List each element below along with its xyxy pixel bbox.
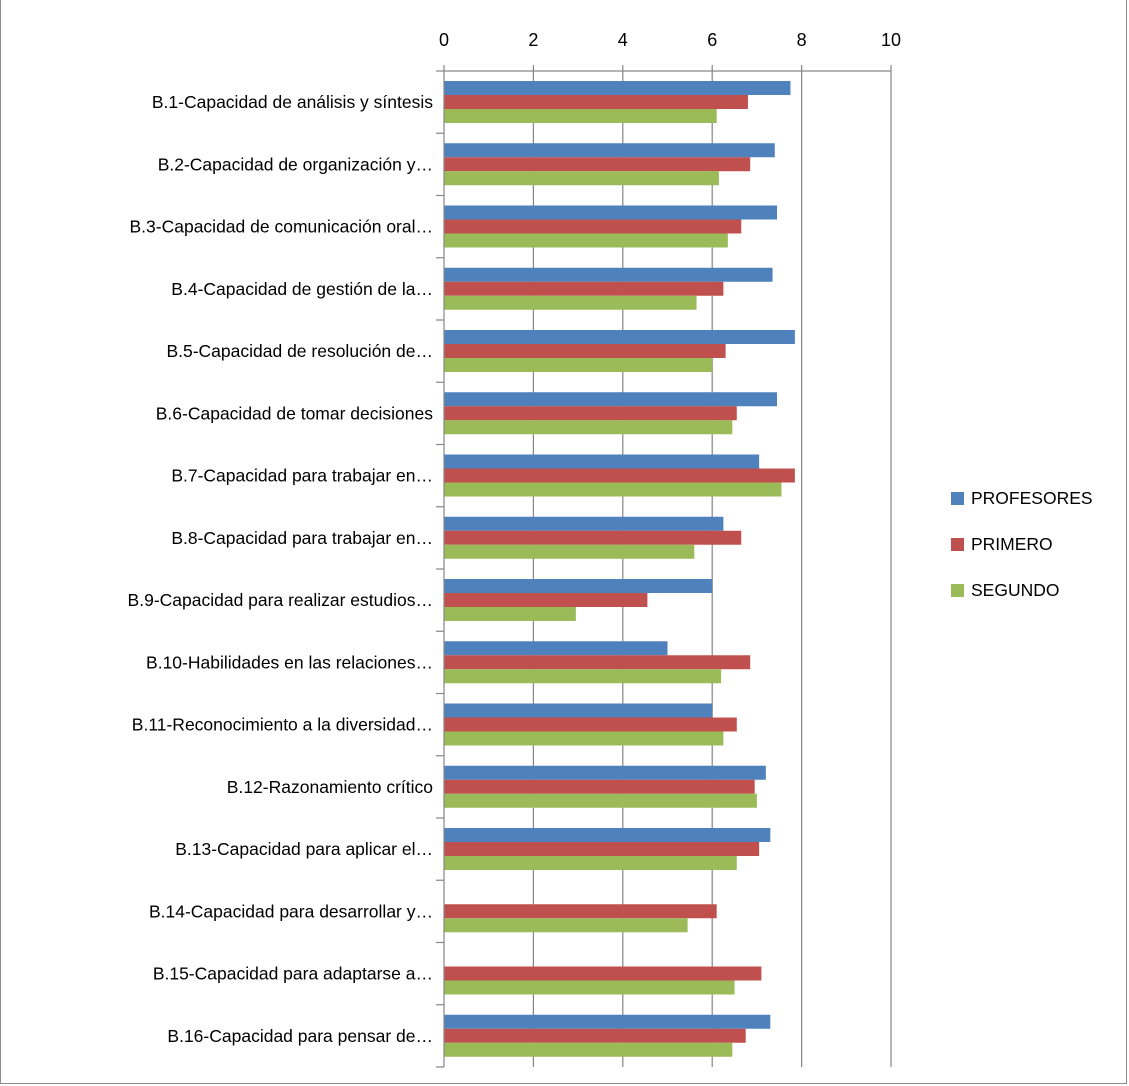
category-label: B.5-Capacidad de resolución de… — [166, 341, 433, 361]
legend-label: PROFESORES — [971, 488, 1093, 508]
bar-primero-10 — [444, 655, 751, 670]
bar-profesores-13 — [444, 828, 771, 842]
bar-profesores-16 — [444, 1014, 771, 1029]
category-label: B.8-Capacidad para trabajar en… — [171, 528, 433, 548]
bar-segundo-13 — [444, 856, 737, 870]
category-label: B.11-Reconocimiento a la diversidad… — [132, 715, 433, 735]
bar-primero-12 — [444, 779, 755, 794]
legend-label: SEGUNDO — [971, 580, 1059, 600]
legend-item: SEGUNDO — [951, 580, 1059, 600]
legend-item: PRIMERO — [951, 534, 1053, 554]
bar-profesores-2 — [444, 143, 775, 158]
x-tick-label: 4 — [618, 30, 628, 50]
bar-segundo-2 — [444, 171, 719, 186]
category-label: B.2-Capacidad de organización y… — [158, 154, 433, 174]
bars — [444, 81, 795, 1057]
category-label: B.6-Capacidad de tomar decisiones — [156, 403, 433, 423]
x-tick-label: 8 — [797, 30, 807, 50]
x-tick-label: 2 — [528, 30, 538, 50]
bar-profesores-8 — [444, 516, 724, 531]
x-tick-label: 6 — [707, 30, 717, 50]
legend-swatch — [951, 538, 964, 551]
bar-profesores-11 — [444, 703, 713, 718]
bar-profesores-9 — [444, 579, 713, 593]
legend-item: PROFESORES — [951, 488, 1093, 508]
bar-primero-11 — [444, 717, 737, 732]
bar-segundo-11 — [444, 731, 724, 746]
bar-primero-1 — [444, 95, 748, 109]
bar-primero-6 — [444, 406, 737, 421]
legend-swatch — [951, 492, 964, 505]
bar-segundo-3 — [444, 233, 728, 248]
bar-profesores-5 — [444, 330, 795, 344]
bar-segundo-10 — [444, 669, 722, 684]
bar-profesores-7 — [444, 454, 760, 469]
x-tick-label: 0 — [439, 30, 449, 50]
bar-segundo-12 — [444, 793, 757, 808]
bar-primero-8 — [444, 530, 742, 545]
bar-segundo-16 — [444, 1042, 733, 1057]
category-label: B.3-Capacidad de comunicación oral… — [130, 217, 434, 237]
bar-profesores-12 — [444, 765, 766, 780]
category-label: B.7-Capacidad para trabajar en… — [171, 466, 433, 486]
bar-segundo-8 — [444, 544, 695, 559]
bar-primero-14 — [444, 904, 717, 919]
x-axis-ticks: 0 2 4 6 8 10 — [439, 30, 901, 50]
bar-primero-16 — [444, 1028, 746, 1043]
bar-segundo-14 — [444, 918, 688, 933]
bar-primero-5 — [444, 344, 726, 358]
axes — [436, 65, 892, 1068]
bar-segundo-9 — [444, 607, 576, 621]
bar-segundo-6 — [444, 420, 733, 435]
category-label: B.10-Habilidades en las relaciones… — [146, 652, 433, 672]
bar-segundo-5 — [444, 358, 713, 372]
bar-profesores-1 — [444, 81, 791, 95]
category-label: B.9-Capacidad para realizar estudios… — [128, 590, 433, 610]
category-label: B.4-Capacidad de gestión de la… — [171, 279, 433, 299]
legend-swatch — [951, 584, 964, 597]
category-label: B.12-Razonamiento crítico — [227, 777, 433, 797]
category-label: B.13-Capacidad para aplicar el… — [175, 839, 433, 859]
legend-label: PRIMERO — [971, 534, 1053, 554]
bar-profesores-10 — [444, 641, 668, 656]
bar-segundo-7 — [444, 482, 782, 497]
bar-primero-7 — [444, 468, 795, 483]
category-label: B.14-Capacidad para desarrollar y… — [149, 901, 433, 921]
category-label: B.16-Capacidad para pensar de… — [167, 1026, 433, 1046]
bar-profesores-4 — [444, 267, 773, 282]
bar-primero-13 — [444, 842, 760, 856]
category-labels: B.1-Capacidad de análisis y síntesis B.2-… — [128, 92, 434, 1046]
bar-primero-4 — [444, 281, 724, 296]
bar-segundo-4 — [444, 295, 697, 310]
category-label: B.15-Capacidad para adaptarse a… — [153, 964, 433, 984]
legend: PROFESORES PRIMERO SEGUNDO — [951, 488, 1093, 600]
bar-segundo-15 — [444, 980, 735, 995]
bar-primero-15 — [444, 966, 762, 981]
bar-segundo-1 — [444, 109, 717, 123]
bar-profesores-3 — [444, 205, 778, 220]
bar-primero-9 — [444, 593, 648, 607]
category-label: B.1-Capacidad de análisis y síntesis — [152, 92, 433, 112]
bar-primero-3 — [444, 219, 742, 234]
bar-profesores-6 — [444, 392, 778, 407]
x-tick-label: 10 — [881, 30, 901, 50]
bar-primero-2 — [444, 157, 751, 172]
